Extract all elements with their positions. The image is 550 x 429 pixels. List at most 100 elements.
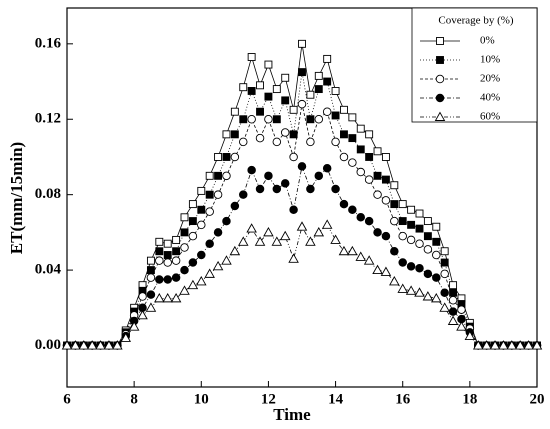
data-point bbox=[138, 292, 147, 301]
data-point bbox=[205, 207, 214, 216]
data-point bbox=[103, 340, 115, 350]
data-point bbox=[172, 235, 181, 244]
data-point bbox=[239, 83, 248, 92]
data-point bbox=[338, 245, 350, 256]
data-point bbox=[364, 175, 374, 184]
x-tick-label: 18 bbox=[462, 391, 477, 407]
data-point bbox=[305, 236, 316, 246]
data-point bbox=[381, 196, 391, 205]
data-point bbox=[431, 292, 442, 303]
data-point bbox=[145, 302, 157, 312]
legend-marker bbox=[435, 74, 445, 84]
data-point bbox=[356, 213, 366, 222]
data-point bbox=[297, 99, 307, 109]
data-point bbox=[457, 305, 466, 314]
data-point bbox=[314, 85, 323, 94]
data-point bbox=[397, 283, 408, 293]
data-point bbox=[356, 145, 365, 154]
data-point bbox=[365, 153, 374, 161]
data-point bbox=[356, 167, 366, 177]
data-point bbox=[171, 256, 181, 265]
data-point bbox=[381, 175, 390, 184]
x-axis-label: Time bbox=[273, 405, 311, 424]
data-point bbox=[280, 179, 290, 188]
data-point bbox=[180, 243, 189, 252]
data-point bbox=[398, 231, 407, 241]
data-point bbox=[314, 114, 324, 124]
data-point bbox=[289, 105, 298, 114]
legend-label: 10% bbox=[480, 54, 500, 66]
y-tick-label: 0.04 bbox=[35, 262, 62, 278]
data-point bbox=[297, 162, 307, 171]
data-point bbox=[381, 153, 390, 161]
data-point bbox=[264, 92, 273, 101]
data-point bbox=[254, 236, 266, 246]
legend-box bbox=[411, 7, 538, 123]
data-point bbox=[146, 273, 156, 282]
data-point bbox=[347, 245, 358, 256]
data-point bbox=[230, 107, 239, 116]
data-point bbox=[281, 96, 290, 105]
x-tick-label: 20 bbox=[530, 391, 545, 407]
data-point bbox=[229, 245, 241, 256]
data-point bbox=[146, 266, 155, 275]
data-point bbox=[205, 171, 214, 180]
data-point bbox=[137, 309, 148, 320]
data-point bbox=[197, 186, 206, 195]
data-point bbox=[456, 321, 467, 331]
data-point bbox=[407, 220, 416, 229]
data-point bbox=[531, 340, 543, 350]
data-point bbox=[440, 269, 449, 279]
data-point bbox=[323, 54, 332, 63]
data-point bbox=[264, 171, 273, 181]
data-point bbox=[171, 273, 181, 282]
data-point bbox=[481, 340, 492, 350]
data-point bbox=[398, 258, 407, 267]
data-point bbox=[449, 281, 458, 290]
legend-marker bbox=[434, 111, 446, 121]
data-point bbox=[306, 137, 315, 147]
data-point bbox=[154, 292, 165, 303]
data-point bbox=[313, 226, 325, 237]
legend-marker bbox=[436, 56, 444, 64]
data-point bbox=[163, 239, 172, 248]
data-point bbox=[296, 221, 308, 231]
data-point bbox=[263, 226, 274, 237]
data-point bbox=[222, 153, 231, 161]
data-point bbox=[372, 264, 383, 275]
data-point bbox=[432, 237, 441, 246]
data-point bbox=[289, 130, 298, 139]
data-point bbox=[146, 256, 155, 265]
y-tick-label: 0.12 bbox=[35, 111, 61, 127]
data-point bbox=[128, 321, 140, 331]
data-point bbox=[339, 199, 349, 209]
data-point bbox=[230, 201, 240, 211]
data-point bbox=[188, 200, 197, 209]
data-point bbox=[180, 213, 189, 222]
data-point bbox=[398, 217, 407, 226]
data-point bbox=[222, 130, 231, 139]
data-point bbox=[415, 209, 424, 218]
data-point bbox=[188, 217, 197, 226]
x-tick-label: 12 bbox=[261, 391, 276, 407]
data-point bbox=[70, 340, 81, 350]
data-point bbox=[86, 340, 98, 350]
data-point bbox=[432, 222, 441, 231]
data-point bbox=[155, 247, 164, 256]
data-point bbox=[289, 152, 298, 162]
data-point bbox=[381, 231, 391, 241]
data-point bbox=[187, 279, 199, 290]
data-point bbox=[247, 114, 256, 124]
data-point bbox=[281, 73, 290, 82]
data-point bbox=[289, 205, 298, 215]
data-point bbox=[247, 53, 256, 61]
data-point bbox=[390, 246, 399, 256]
data-point bbox=[196, 275, 207, 286]
data-point bbox=[314, 71, 323, 80]
data-point bbox=[415, 224, 424, 233]
data-point bbox=[239, 115, 248, 124]
data-point bbox=[222, 171, 231, 181]
data-point bbox=[237, 236, 249, 246]
data-point bbox=[390, 216, 399, 226]
